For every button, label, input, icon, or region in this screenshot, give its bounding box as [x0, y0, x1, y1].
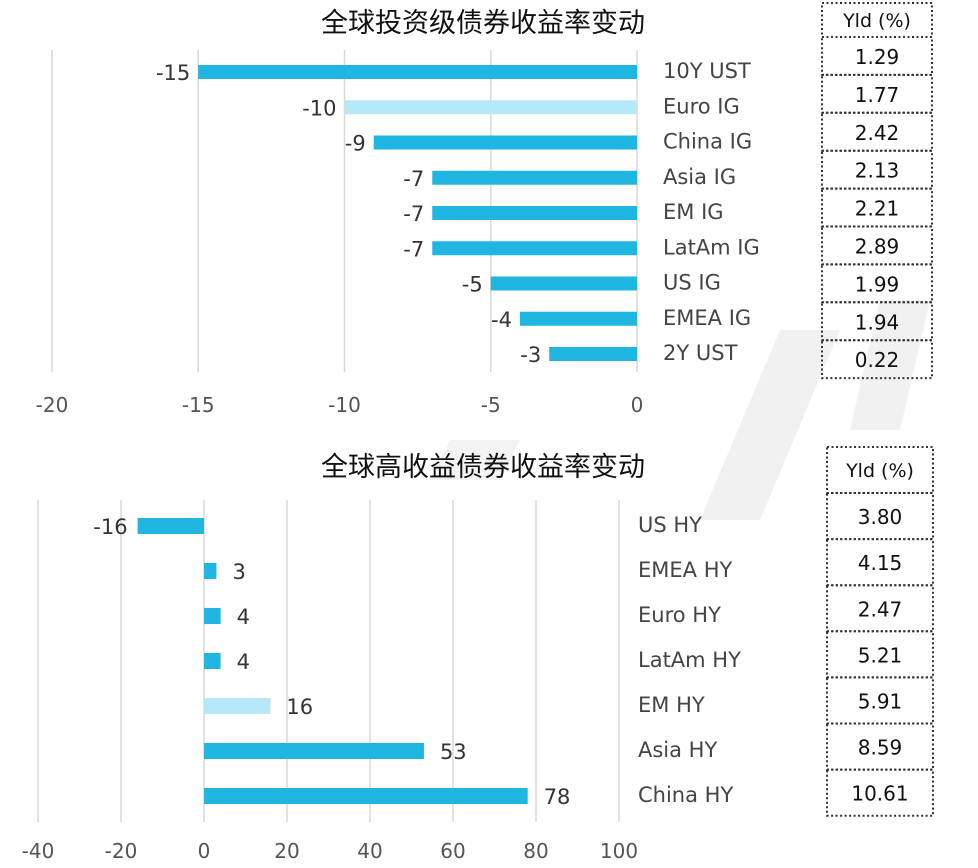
- ig-data-label: -4: [491, 308, 512, 332]
- ig-bar: [432, 206, 637, 220]
- ig-data-label: -7: [403, 202, 424, 226]
- ig-yield-value: 1.99: [855, 272, 900, 296]
- hy-category-label: Asia HY: [638, 738, 717, 762]
- ig-yield-value: 1.77: [855, 83, 900, 107]
- hy-x-axis-ticks: -40 -20 0 20 40 60 80 100: [22, 839, 638, 863]
- hy-x-tick-label: 100: [600, 839, 638, 863]
- ig-bar: [198, 65, 637, 79]
- ig-x-tick-label: -5: [481, 393, 501, 417]
- hy-data-labels: -16 3 4 4 16 53 78: [93, 515, 570, 809]
- hy-category-labels: US HY EMEA HY Euro HY LatAm HY EM HY Asia HY C…: [638, 513, 741, 807]
- hy-yield-value: 10.61: [851, 782, 908, 806]
- ig-bar: [373, 135, 637, 150]
- hy-category-label: EMEA HY: [638, 558, 732, 582]
- hy-category-label: EM HY: [638, 693, 705, 717]
- ig-yield-value: 2.13: [855, 159, 900, 183]
- ig-data-labels: -15 -10 -9 -7 -7 -7 -5 -4 -3: [156, 61, 541, 367]
- hy-x-tick-label: -40: [22, 839, 55, 863]
- hy-data-label: 16: [286, 695, 313, 719]
- hy-bar: [204, 788, 528, 804]
- hy-x-tick-label: 20: [274, 839, 299, 863]
- hy-bar: [204, 563, 217, 579]
- hy-x-tick-label: 0: [198, 839, 211, 863]
- ig-bar: [490, 276, 637, 291]
- hy-bars: [137, 518, 528, 804]
- ig-chart-panel: 全球投资级债券收益率变动 -15 -10 -9 -7 -7 -7 -5 -4 -3 10Y US…: [36, 2, 933, 417]
- hy-bar: [137, 518, 204, 534]
- ig-data-label: -15: [156, 61, 190, 85]
- hy-data-label: 53: [440, 740, 467, 764]
- hy-yield-value: 3.80: [858, 505, 903, 529]
- hy-category-label: Euro HY: [638, 603, 721, 627]
- ig-category-label: Euro IG: [663, 94, 740, 118]
- hy-yield-value: 8.59: [858, 736, 903, 760]
- ig-x-axis-ticks: -20 -15 -10 -5 0: [36, 393, 644, 417]
- ig-data-label: -5: [462, 273, 483, 297]
- ig-category-label: 2Y UST: [663, 341, 738, 365]
- hy-yield-value: 5.91: [858, 689, 903, 713]
- ig-yield-value: 2.42: [855, 121, 900, 145]
- ig-x-tick-label: -20: [36, 393, 69, 417]
- ig-data-label: -7: [403, 237, 424, 261]
- hy-x-tick-label: 40: [357, 839, 382, 863]
- hy-data-label: 4: [237, 650, 250, 674]
- ig-chart-title: 全球投资级债券收益率变动: [321, 8, 645, 39]
- ig-bar: [549, 347, 637, 361]
- ig-yield-value: 2.89: [855, 234, 900, 258]
- hy-yield-value: 5.21: [858, 643, 903, 667]
- hy-category-label: US HY: [638, 513, 702, 537]
- hy-x-tick-label: 80: [523, 839, 548, 863]
- ig-bar: [520, 311, 637, 326]
- ig-data-label: -7: [403, 167, 424, 191]
- ig-category-label: EMEA IG: [663, 306, 751, 330]
- ig-category-label: 10Y UST: [663, 59, 751, 83]
- ig-yield-cell: [821, 339, 933, 380]
- ig-category-label: US IG: [663, 271, 721, 295]
- hy-x-tick-label: 60: [440, 839, 465, 863]
- hy-data-label: 4: [237, 605, 250, 629]
- ig-yield-value: 1.94: [855, 310, 900, 334]
- ig-bars: [198, 65, 637, 361]
- hy-category-label: China HY: [638, 783, 733, 807]
- ig-x-tick-label: -15: [182, 393, 215, 417]
- hy-bar: [204, 608, 221, 624]
- ig-yield-value: 0.22: [855, 348, 900, 372]
- ig-bar: [432, 170, 637, 185]
- ig-data-label: -10: [302, 96, 336, 120]
- ig-bar: [432, 241, 637, 256]
- hy-data-label: 3: [232, 560, 245, 584]
- watermark: [430, 300, 930, 520]
- hy-data-label: 78: [544, 785, 571, 809]
- ig-category-label: China IG: [663, 130, 752, 154]
- hy-gridlines: [37, 500, 620, 822]
- ig-category-label: EM IG: [663, 200, 724, 224]
- hy-bar: [204, 698, 271, 714]
- hy-yield-header-cell: [826, 446, 934, 494]
- hy-data-label: -16: [93, 515, 127, 539]
- ig-category-labels: 10Y UST Euro IG China IG Asia IG EM IG LatAm …: [663, 59, 760, 365]
- hy-bar: [204, 743, 424, 759]
- hy-category-label: LatAm HY: [638, 648, 741, 672]
- ig-category-label: LatAm IG: [663, 235, 760, 259]
- ig-data-label: -3: [520, 343, 541, 367]
- hy-chart-panel: 全球高收益债券收益率变动 -16 3 4 4 16 53 78 US HY EMEA HY Eu…: [22, 446, 934, 863]
- hy-yield-value: 4.15: [858, 551, 903, 575]
- hy-chart-title: 全球高收益债券收益率变动: [321, 452, 645, 483]
- ig-yield-table: Yld (%) 1.29 1.77 2.42 2.13 2.21 2.89 1.99 1.94 0…: [821, 2, 933, 380]
- ig-x-tick-label: 0: [631, 393, 644, 417]
- hy-x-tick-label: -20: [105, 839, 138, 863]
- ig-yield-value: 2.21: [855, 197, 900, 221]
- ig-bar: [344, 100, 637, 115]
- hy-bar: [204, 653, 221, 669]
- ig-yield-value: 1.29: [855, 45, 900, 69]
- hy-yield-value: 2.47: [858, 597, 903, 621]
- ig-x-tick-label: -10: [328, 393, 361, 417]
- ig-yield-header: Yld (%): [842, 10, 911, 32]
- hy-yield-table: Yld (%) 3.80 4.15 2.47 5.21 5.91 8.59 10.61: [826, 446, 934, 817]
- ig-data-label: -9: [345, 132, 366, 156]
- hy-yield-header: Yld (%): [845, 460, 914, 482]
- ig-category-label: Asia IG: [663, 165, 736, 189]
